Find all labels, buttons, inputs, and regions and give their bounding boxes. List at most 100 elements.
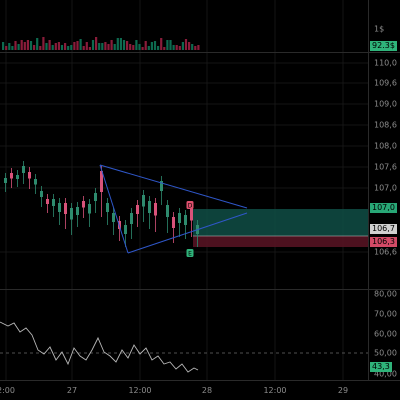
volume-bar [33,45,36,50]
volume-bar [26,40,29,50]
event-marker-box [186,201,194,209]
volume-bar [163,47,166,50]
candle-body [190,208,193,221]
candle-body [16,175,19,179]
time-label: 12:00 [128,386,152,395]
volume-bar [175,45,178,50]
volume-bar [104,42,107,50]
volume-bar [95,37,98,50]
volume-bar [147,46,150,50]
volume-bar [70,45,73,50]
volume-bar [2,42,5,50]
triangle-upper-line [99,164,248,209]
price-tick: 107,0 [374,183,397,193]
price-tag-target: 107,0 [370,203,397,213]
volume-axis[interactable]: 1$ 92.3$ [368,0,400,52]
candle-body [130,213,133,224]
volume-bar [157,46,160,50]
volume-bar [166,40,169,50]
price-tick: 109,0 [374,99,397,109]
volume-bar [79,39,82,50]
volume-bar [57,42,60,50]
candle-body [70,208,73,220]
time-label: 2:00 [0,386,15,395]
volume-bar [129,44,132,50]
candle-body [10,173,13,179]
candle-body [184,215,187,225]
volume-bar [144,41,147,50]
candle-body [40,191,43,197]
rsi-axis[interactable]: 80,00 70,00 60,00 50,00 40,00 43,3 [368,290,400,380]
volume-bar [116,38,119,50]
volume-bar [135,40,138,50]
event-marker-label: E [188,251,192,258]
candle-body [76,207,79,215]
volume-bar [113,44,116,50]
volume-bar [14,41,17,50]
volume-bar [141,47,144,50]
volume-bar [153,41,157,50]
time-label: 29 [337,386,349,395]
volume-bar [110,40,113,50]
candle-body [94,193,97,201]
volume-bar [11,46,14,50]
candle-body [178,213,181,223]
volume-bar [88,47,91,50]
candle-body [112,213,115,222]
volume-bar [51,45,54,50]
rsi-tick: 40,00 [374,369,397,379]
volume-bar [42,37,45,50]
candle-body [34,179,37,185]
volume-bar [107,44,110,50]
pane-divider-top[interactable] [0,52,400,53]
volume-bar [82,46,85,50]
volume-bar [76,41,79,50]
rsi-pane[interactable]: 80,00 70,00 60,00 50,00 40,00 43,3 [0,290,400,380]
candle-body [124,225,127,234]
candle-body [136,205,139,214]
volume-bar [132,45,135,50]
rsi-tick: 70,00 [374,309,397,319]
position-loss-zone [193,236,368,247]
triangle-left-line [99,164,129,254]
rsi-value-tag: 43,3 [370,362,392,372]
volume-bar [138,44,141,50]
candle-body [64,203,67,214]
price-tick: 108,6 [374,120,397,130]
time-label: 27 [66,386,78,395]
volume-bar [39,46,42,50]
volume-bar [188,42,191,50]
volume-bar [5,46,8,50]
volume-bar [126,41,129,50]
rsi-tick: 50,00 [374,348,397,358]
time-axis[interactable]: 2:00 27 12:00 28 12:00 29 [0,381,400,400]
triangle-lower-line [127,212,248,254]
event-marker-box [186,249,194,257]
volume-plot[interactable] [0,0,368,52]
price-axis[interactable]: 110,0 109,6 109,0 108,6 108,0 107,6 107,… [368,53,400,289]
pane-divider-bottom [0,380,400,381]
volume-bar [197,45,200,50]
price-tick: 107,6 [374,162,397,172]
price-tag-current: 106,7 [370,224,397,234]
candle-body [142,195,145,207]
price-tick: 109,6 [374,78,397,88]
price-tick: 108,0 [374,141,397,151]
volume-axis-label: 1$ [374,24,385,34]
volume-bar [85,42,88,50]
volume-bar [60,45,64,50]
pane-divider-middle[interactable] [0,289,400,290]
candle-body [82,201,85,208]
volume-pane[interactable]: 1$ 92.3$ [0,0,400,52]
rsi-tick: 60,00 [374,329,397,339]
volume-bar [194,46,197,50]
volume-bars [2,0,344,52]
volume-bar [191,44,194,50]
volume-bar [45,43,48,50]
volume-bar [184,39,188,50]
price-tag-stop: 106,3 [370,237,397,247]
volume-bar [36,38,39,50]
rsi-plot[interactable] [0,290,368,380]
